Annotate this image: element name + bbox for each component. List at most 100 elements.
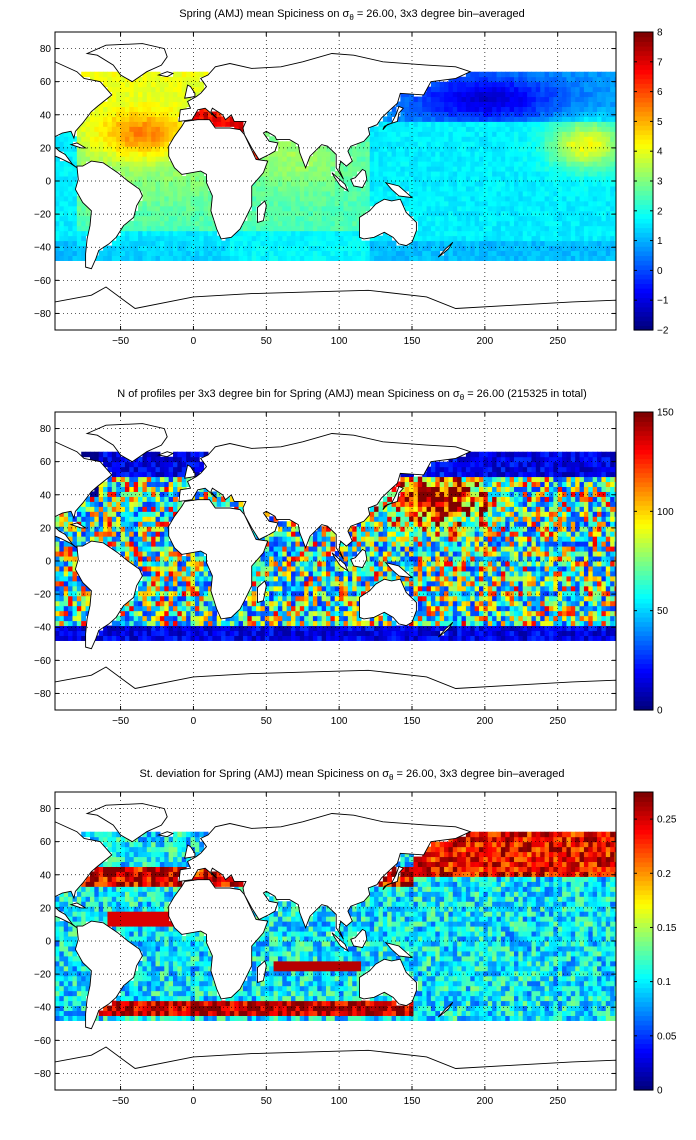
heatmap-cell	[452, 171, 458, 177]
heatmap-cell	[588, 190, 594, 197]
heatmap-cell	[168, 585, 174, 592]
heatmap-cell	[522, 210, 528, 217]
heatmap-cell	[505, 205, 511, 212]
heatmap-cell	[527, 81, 532, 88]
heatmap-cell	[509, 215, 515, 222]
heatmap-cell	[579, 166, 585, 172]
heatmap-cell	[391, 131, 397, 137]
heatmap-cell	[544, 230, 550, 237]
heatmap-cell	[124, 486, 130, 492]
heatmap-cell	[138, 225, 143, 232]
heatmap-cell	[181, 240, 187, 247]
heatmap-cell	[55, 541, 60, 547]
heatmap-cell	[514, 131, 519, 137]
heatmap-cell	[452, 86, 458, 93]
heatmap-cell	[400, 91, 406, 98]
heatmap-cell	[221, 116, 226, 122]
heatmap-cell	[588, 141, 594, 147]
heatmap-cell	[583, 156, 589, 162]
heatmap-cell	[304, 245, 310, 252]
heatmap-cell	[326, 225, 331, 232]
heatmap-cell	[146, 190, 152, 197]
heatmap-cell	[531, 225, 537, 232]
heatmap-cell	[63, 600, 69, 607]
heatmap-cell	[291, 570, 296, 577]
heatmap-cell	[540, 195, 546, 202]
heatmap-cell	[133, 255, 139, 261]
heatmap-cell	[312, 171, 318, 177]
heatmap-cell	[120, 141, 126, 147]
heatmap-cell	[588, 156, 594, 162]
heatmap-cell	[199, 556, 205, 562]
heatmap-cell	[535, 161, 541, 167]
heatmap-cell	[177, 610, 183, 617]
heatmap-cell	[68, 185, 73, 192]
heatmap-cell	[72, 595, 78, 602]
heatmap-cell	[85, 116, 91, 122]
heatmap-cell	[299, 220, 305, 227]
heatmap-cell	[120, 511, 126, 517]
heatmap-cell	[522, 151, 528, 157]
heatmap-cell	[435, 190, 441, 197]
heatmap-cell	[548, 161, 554, 167]
heatmap-cell	[444, 156, 449, 162]
heatmap-cell	[124, 86, 130, 93]
heatmap-cell	[378, 255, 384, 261]
y-tick-label: −80	[34, 309, 51, 320]
heatmap-cell	[417, 230, 423, 237]
heatmap-cell	[256, 561, 261, 567]
heatmap-cell	[173, 630, 178, 636]
heatmap-cell	[159, 126, 165, 132]
heatmap-cell	[465, 171, 471, 177]
heatmap-cell	[81, 255, 87, 261]
heatmap-cell	[535, 190, 541, 197]
heatmap-cell	[190, 620, 196, 627]
heatmap-cell	[55, 136, 60, 142]
heatmap-cell	[474, 230, 480, 237]
heatmap-cell	[583, 116, 589, 122]
heatmap-cell	[465, 210, 471, 217]
heatmap-cell	[347, 146, 353, 152]
heatmap-cell	[111, 141, 117, 147]
heatmap-cell	[588, 81, 594, 88]
heatmap-cell	[111, 516, 117, 522]
heatmap-cell	[76, 200, 82, 207]
heatmap-cell	[509, 225, 515, 232]
heatmap-cell	[597, 131, 602, 137]
heatmap-cell	[457, 255, 463, 261]
heatmap-cell	[531, 121, 537, 127]
heatmap-cell	[260, 185, 266, 192]
heatmap-cell	[116, 156, 122, 162]
colorbar-segment	[634, 111, 653, 117]
heatmap-cell	[448, 96, 454, 103]
heatmap-cell	[487, 81, 493, 88]
heatmap-cell	[269, 220, 275, 227]
heatmap-cell	[138, 245, 143, 252]
heatmap-cell	[404, 131, 410, 137]
heatmap-cell	[151, 220, 157, 227]
heatmap-cell	[260, 605, 266, 612]
heatmap-cell	[177, 461, 183, 468]
heatmap-cell	[159, 600, 165, 607]
heatmap-cell	[138, 456, 143, 463]
heatmap-cell	[566, 146, 572, 152]
heatmap-cell	[155, 451, 161, 458]
heatmap-cell	[129, 496, 135, 502]
heatmap-cell	[273, 156, 279, 162]
heatmap-cell	[435, 210, 441, 217]
heatmap-cell	[133, 491, 139, 497]
heatmap-cell	[264, 181, 270, 187]
heatmap-cell	[326, 250, 331, 256]
heatmap-cell	[260, 181, 266, 187]
heatmap-cell	[282, 255, 288, 261]
heatmap-cell	[81, 610, 87, 617]
heatmap-cell	[103, 516, 108, 522]
heatmap-cell	[299, 181, 305, 187]
heatmap-cell	[614, 161, 616, 167]
heatmap-cell	[465, 126, 471, 132]
heatmap-cell	[361, 156, 366, 162]
heatmap-cell	[557, 230, 563, 237]
heatmap-cell	[146, 516, 152, 522]
heatmap-cell	[317, 161, 323, 167]
heatmap-cell	[509, 176, 515, 182]
